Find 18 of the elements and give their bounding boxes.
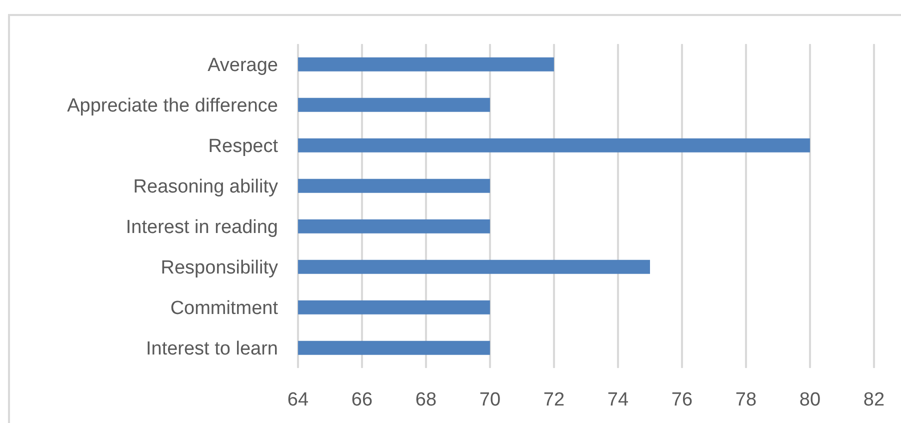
y-tick-label: Commitment [170, 298, 279, 319]
x-tick-label: 70 [479, 389, 501, 410]
x-tick-label: 68 [415, 389, 437, 410]
y-tick-label: Reasoning ability [133, 176, 278, 198]
y-tick-label: Average [208, 54, 278, 76]
y-tick-label: Respect [208, 136, 279, 157]
x-tick-label: 78 [735, 389, 757, 410]
x-tick-label: 72 [543, 389, 565, 410]
x-tick-label: 64 [287, 389, 309, 410]
x-tick-label: 74 [607, 389, 629, 410]
x-tick-label: 80 [799, 389, 821, 410]
x-tick-label: 82 [863, 389, 885, 410]
x-tick-label: 66 [351, 389, 373, 410]
y-tick-label: Interest to learn [146, 338, 278, 360]
y-tick-label: Interest in reading [126, 216, 278, 238]
y-tick-label: Responsibility [160, 257, 278, 278]
y-tick-label: Appreciate the difference [67, 95, 278, 116]
x-tick-label: 76 [671, 389, 693, 410]
